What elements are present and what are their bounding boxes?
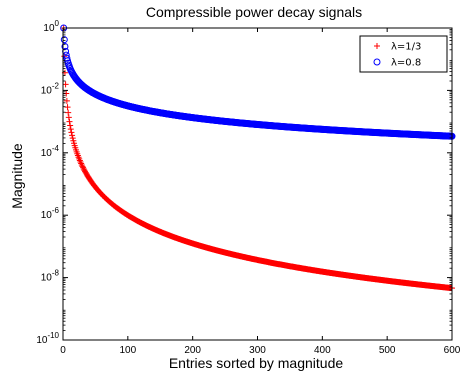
y-tick-label: 10-8: [41, 269, 60, 284]
y-tick-label: 10-4: [41, 144, 60, 159]
plot-area: [63, 28, 452, 340]
x-tick-label: 400: [314, 345, 331, 356]
y-tick-label: 10-2: [41, 81, 60, 96]
y-axis-label: Magnitude: [9, 143, 25, 209]
data-point: [78, 161, 85, 168]
data-point: [63, 54, 71, 62]
legend-label: λ=1/3: [391, 42, 421, 53]
chart-title: Compressible power decay signals: [146, 4, 362, 20]
legend-marker-plus: [374, 43, 380, 49]
series-1: [60, 25, 455, 292]
data-point: [80, 164, 87, 171]
x-tick-label: 600: [444, 345, 461, 356]
data-point: [79, 163, 86, 170]
y-tick-label: 100: [43, 19, 59, 34]
legend-marker-circle: [373, 58, 381, 66]
data-point: [65, 114, 72, 121]
data-point: [77, 159, 84, 166]
x-axis-label: Entries sorted by magnitude: [169, 355, 344, 371]
data-point: [78, 160, 85, 167]
legend-box: [359, 35, 448, 73]
data-point: [65, 109, 72, 116]
y-tick-label: 10-6: [41, 206, 60, 221]
data-point: [67, 126, 74, 133]
y-tick-label: 10-10: [36, 331, 59, 346]
data-point: [60, 36, 68, 44]
x-tick-label: 300: [249, 345, 266, 356]
data-point: [69, 132, 76, 139]
data-point: [69, 135, 76, 142]
x-tick-label: 500: [379, 345, 396, 356]
data-point: [67, 122, 74, 129]
plot-background: [63, 28, 452, 340]
legend: λ=1/3 λ=0.8: [359, 35, 448, 73]
data-point: [63, 97, 70, 104]
data-point: [64, 104, 71, 111]
legend-label: λ=0.8: [391, 58, 421, 69]
x-tick-label: 0: [60, 345, 66, 356]
data-point: [68, 129, 75, 136]
x-tick-label: 200: [184, 345, 201, 356]
data-point: [62, 81, 69, 88]
axes-layer: 0 100 200 300 400 500 600 10-10 10-8 10-6 10-4 10-2…: [36, 19, 460, 356]
data-point: [66, 118, 73, 125]
series-layer: [60, 24, 456, 292]
x-tick-label: 100: [119, 345, 136, 356]
